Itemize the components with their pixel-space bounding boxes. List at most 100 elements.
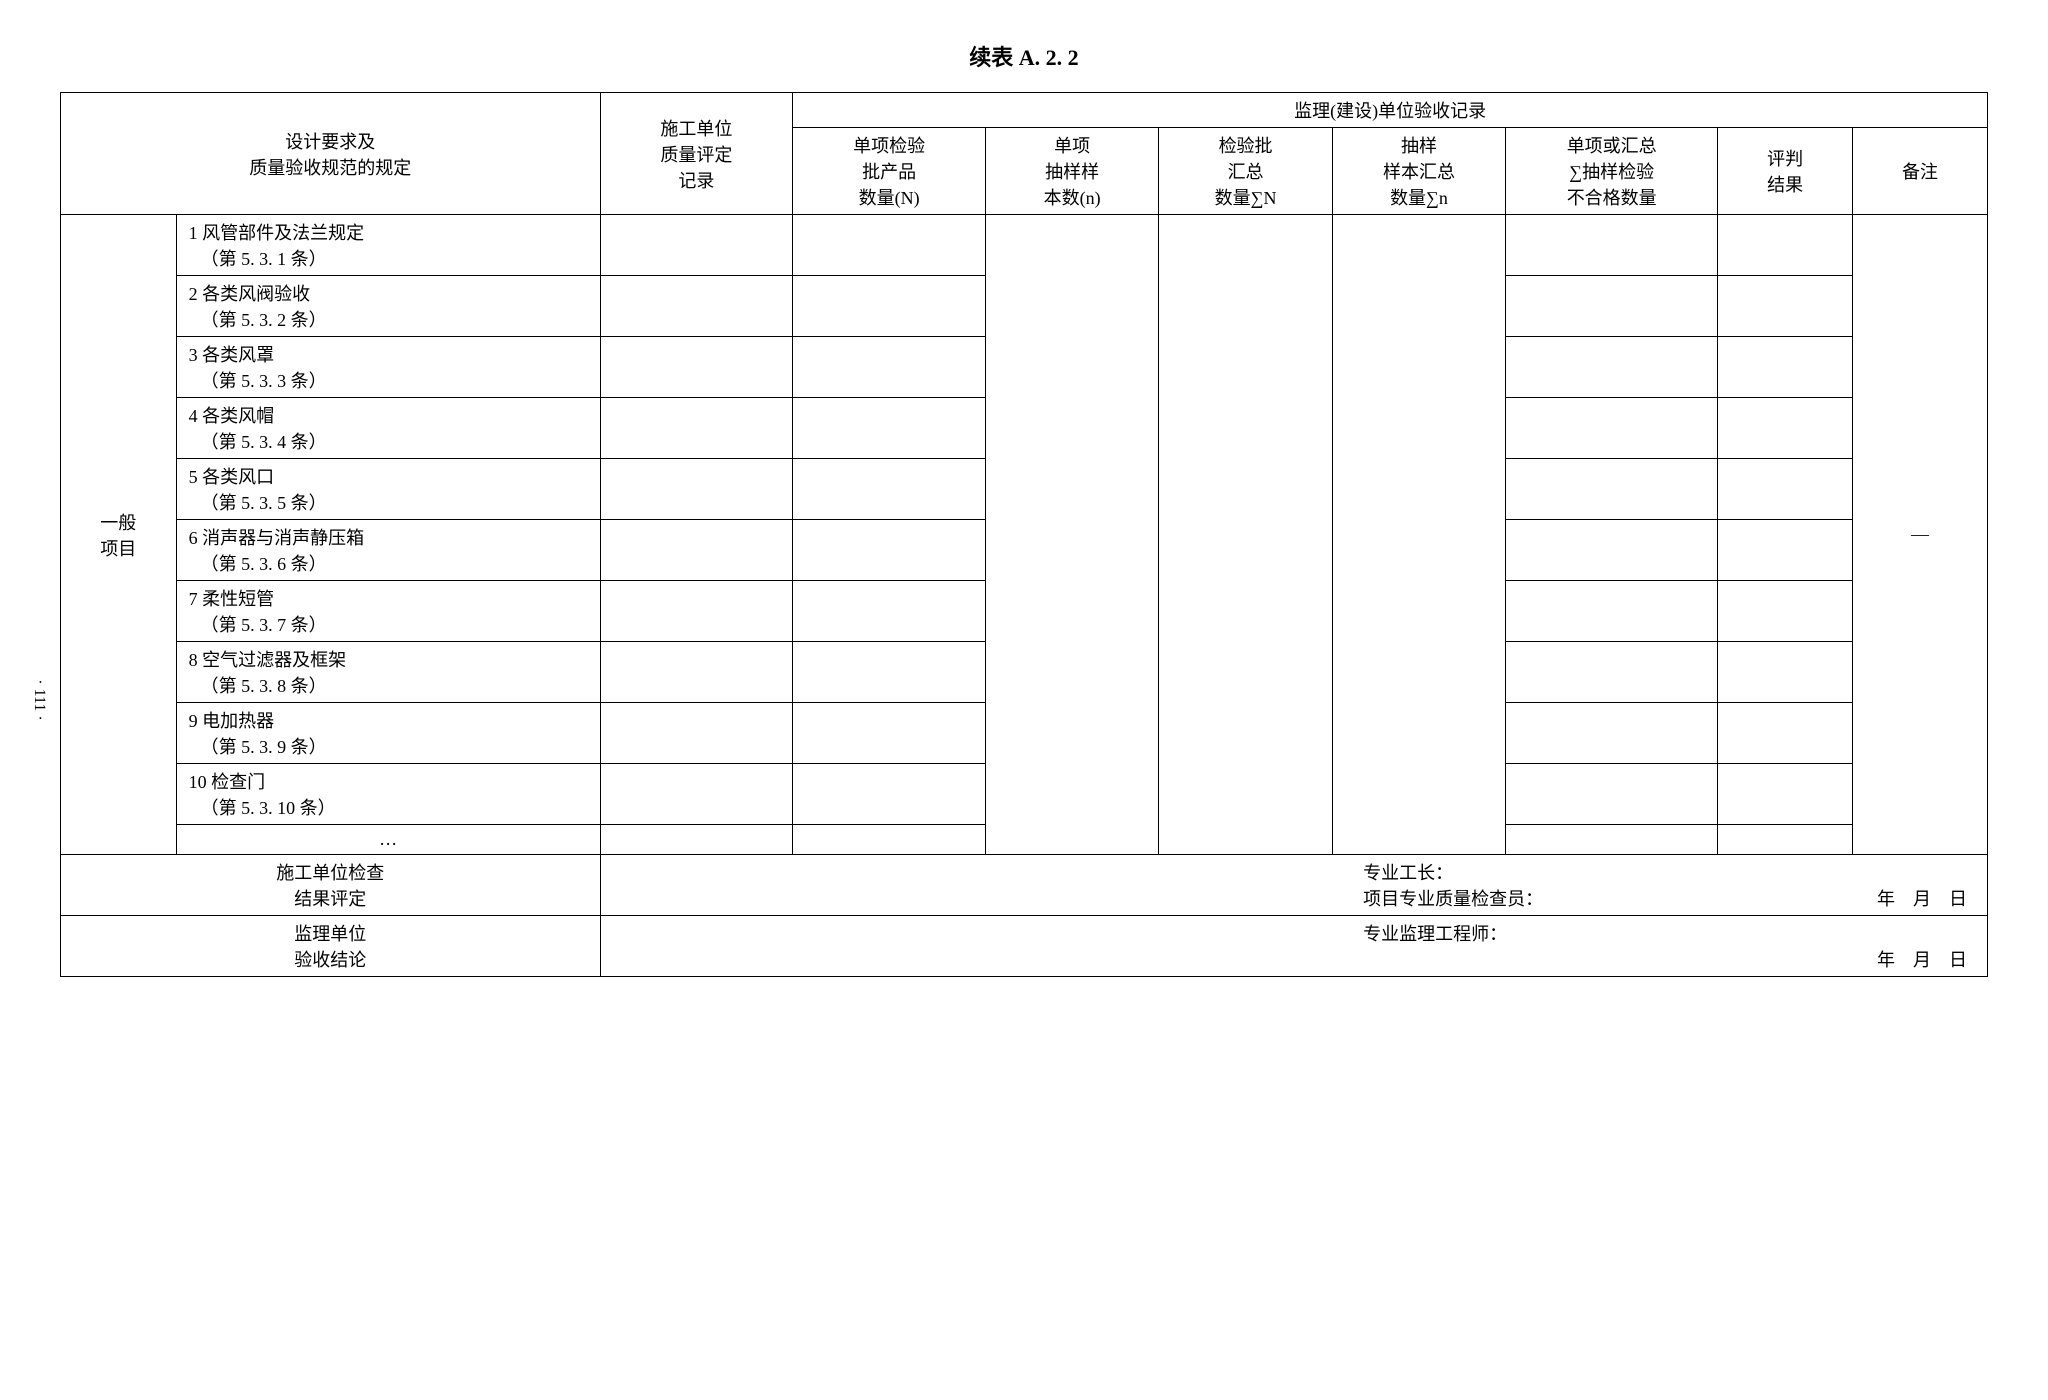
- single-check-qty-cell: [793, 581, 986, 642]
- item-name-cell: 6 消声器与消声静压箱（第 5. 3. 6 条）: [176, 520, 600, 581]
- table-row: 一般 项目1 风管部件及法兰规定（第 5. 3. 1 条）—: [61, 215, 1988, 276]
- construct-record-cell: [600, 215, 793, 276]
- item-ref: （第 5. 3. 10 条）: [189, 794, 592, 820]
- header-single-sample: 单项 抽样样 本数(n): [985, 128, 1158, 215]
- items-body: 一般 项目1 风管部件及法兰规定（第 5. 3. 1 条）—2 各类风阀验收（第…: [61, 215, 1988, 855]
- header-sample-sum: 抽样 样本汇总 数量∑n: [1332, 128, 1505, 215]
- item-name: 8 空气过滤器及框架: [189, 646, 592, 672]
- item-name-cell: 2 各类风阀验收（第 5. 3. 2 条）: [176, 276, 600, 337]
- construct-record-cell: [600, 520, 793, 581]
- item-name-cell: 1 风管部件及法兰规定（第 5. 3. 1 条）: [176, 215, 600, 276]
- judge-result-cell: [1718, 642, 1853, 703]
- single-check-qty-cell: [793, 459, 986, 520]
- item-ref: （第 5. 3. 5 条）: [189, 489, 592, 515]
- single-sample-cell: [985, 215, 1158, 855]
- item-ref: （第 5. 3. 1 条）: [189, 245, 592, 271]
- single-check-qty-cell: [793, 215, 986, 276]
- remark-cell: —: [1853, 215, 1988, 855]
- construct-record-cell: [600, 642, 793, 703]
- header-single-check-qty: 单项检验 批产品 数量(N): [793, 128, 986, 215]
- header-construct-record: 施工单位 质量评定 记录: [600, 93, 793, 215]
- item-name-cell: 8 空气过滤器及框架（第 5. 3. 8 条）: [176, 642, 600, 703]
- judge-result-cell: [1718, 459, 1853, 520]
- single-or-sum-cell: [1506, 520, 1718, 581]
- construct-record-cell: [600, 459, 793, 520]
- item-ref: （第 5. 3. 9 条）: [189, 733, 592, 759]
- header-judge-result: 评判 结果: [1718, 128, 1853, 215]
- header-single-or-sum: 单项或汇总 ∑抽样检验 不合格数量: [1506, 128, 1718, 215]
- ellipsis-cell: …: [176, 825, 600, 855]
- side-label: 一般 项目: [61, 215, 177, 855]
- construct-record-cell: [600, 764, 793, 825]
- item-ref: （第 5. 3. 4 条）: [189, 428, 592, 454]
- footer-construct-label: 施工单位检查 结果评定: [61, 855, 601, 916]
- footer-supervision-content: 专业监理工程师： 年 月 日: [600, 916, 1987, 977]
- item-name: 7 柔性短管: [189, 585, 592, 611]
- supervision-date: 年 月 日: [1877, 946, 1967, 972]
- single-or-sum-cell: [1506, 764, 1718, 825]
- item-name-cell: 9 电加热器（第 5. 3. 9 条）: [176, 703, 600, 764]
- judge-result-cell: [1718, 825, 1853, 855]
- judge-result-cell: [1718, 520, 1853, 581]
- single-or-sum-cell: [1506, 459, 1718, 520]
- header-check-batch-sum: 检验批 汇总 数量∑N: [1159, 128, 1332, 215]
- construct-record-cell: [600, 398, 793, 459]
- quality-inspector-label: 项目专业质量检查员：: [1363, 889, 1543, 909]
- footer-supervision-row: 监理单位 验收结论 专业监理工程师： 年 月 日: [61, 916, 1988, 977]
- header-row-1: 设计要求及 质量验收规范的规定 施工单位 质量评定 记录 监理(建设)单位验收记…: [61, 93, 1988, 128]
- single-or-sum-cell: [1506, 825, 1718, 855]
- page-number: · 111 ·: [30, 679, 48, 720]
- supervision-engineer-label: 专业监理工程师：: [1363, 924, 1507, 944]
- item-name-cell: 10 检查门（第 5. 3. 10 条）: [176, 764, 600, 825]
- item-name: 2 各类风阀验收: [189, 280, 592, 306]
- item-ref: （第 5. 3. 3 条）: [189, 367, 592, 393]
- single-or-sum-cell: [1506, 581, 1718, 642]
- item-name: 6 消声器与消声静压箱: [189, 524, 592, 550]
- single-or-sum-cell: [1506, 642, 1718, 703]
- construct-record-cell: [600, 337, 793, 398]
- item-name-cell: 7 柔性短管（第 5. 3. 7 条）: [176, 581, 600, 642]
- single-check-qty-cell: [793, 642, 986, 703]
- item-ref: （第 5. 3. 6 条）: [189, 550, 592, 576]
- judge-result-cell: [1718, 276, 1853, 337]
- item-ref: （第 5. 3. 7 条）: [189, 611, 592, 637]
- footer-supervision-label: 监理单位 验收结论: [61, 916, 601, 977]
- single-check-qty-cell: [793, 764, 986, 825]
- judge-result-cell: [1718, 764, 1853, 825]
- single-or-sum-cell: [1506, 703, 1718, 764]
- item-name: 10 检查门: [189, 768, 592, 794]
- footer-construct-row: 施工单位检查 结果评定 专业工长： 项目专业质量检查员： 年 月 日: [61, 855, 1988, 916]
- sample-sum-cell: [1332, 215, 1505, 855]
- item-ref: （第 5. 3. 8 条）: [189, 672, 592, 698]
- construct-record-cell: [600, 581, 793, 642]
- construct-record-cell: [600, 276, 793, 337]
- judge-result-cell: [1718, 581, 1853, 642]
- construct-date: 年 月 日: [1877, 885, 1967, 911]
- single-check-qty-cell: [793, 520, 986, 581]
- header-design-req: 设计要求及 质量验收规范的规定: [61, 93, 601, 215]
- header-remark: 备注: [1853, 128, 1988, 215]
- judge-result-cell: [1718, 398, 1853, 459]
- item-name: 1 风管部件及法兰规定: [189, 219, 592, 245]
- single-check-qty-cell: [793, 703, 986, 764]
- single-or-sum-cell: [1506, 215, 1718, 276]
- single-check-qty-cell: [793, 276, 986, 337]
- single-check-qty-cell: [793, 825, 986, 855]
- foreman-label: 专业工长：: [1363, 863, 1453, 883]
- page-title: 续表 A. 2. 2: [60, 40, 1988, 72]
- item-name: 9 电加热器: [189, 707, 592, 733]
- item-name-cell: 3 各类风罩（第 5. 3. 3 条）: [176, 337, 600, 398]
- item-ref: （第 5. 3. 2 条）: [189, 306, 592, 332]
- single-or-sum-cell: [1506, 337, 1718, 398]
- item-name-cell: 4 各类风帽（第 5. 3. 4 条）: [176, 398, 600, 459]
- judge-result-cell: [1718, 215, 1853, 276]
- footer-construct-content: 专业工长： 项目专业质量检查员： 年 月 日: [600, 855, 1987, 916]
- single-or-sum-cell: [1506, 398, 1718, 459]
- single-check-qty-cell: [793, 337, 986, 398]
- construct-record-cell: [600, 703, 793, 764]
- main-table: 设计要求及 质量验收规范的规定 施工单位 质量评定 记录 监理(建设)单位验收记…: [60, 92, 1988, 977]
- item-name: 3 各类风罩: [189, 341, 592, 367]
- item-name: 4 各类风帽: [189, 402, 592, 428]
- judge-result-cell: [1718, 703, 1853, 764]
- construct-record-cell: [600, 825, 793, 855]
